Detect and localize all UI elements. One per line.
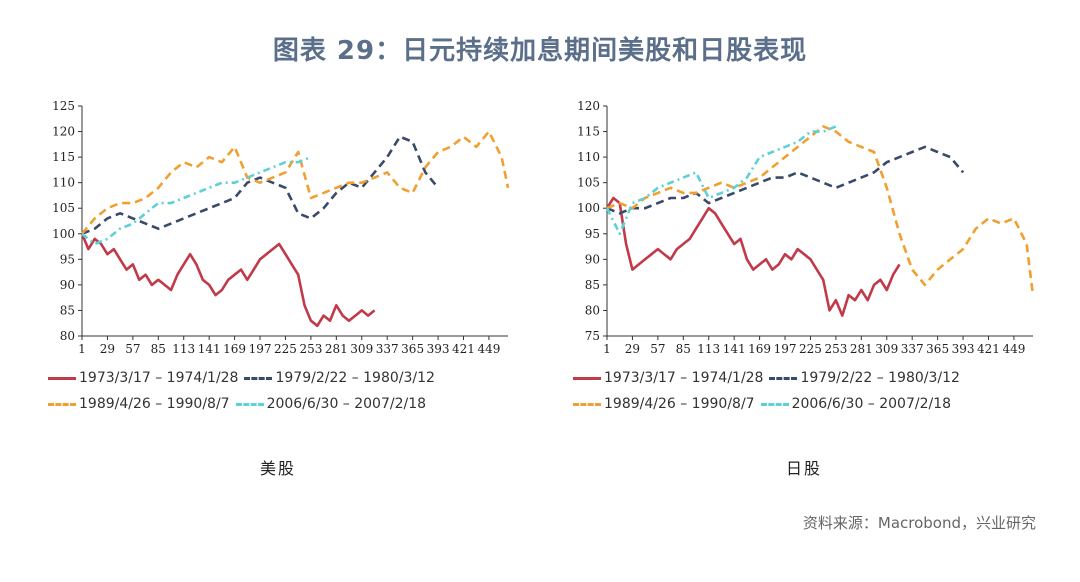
y-tick-label: 110: [577, 150, 600, 164]
jp-stock-chart: 75 80 85 90 95 100 105 110 115 120 1 29 57 85 113 141 16…: [555, 90, 1055, 420]
x-tick-label: 1: [603, 342, 611, 356]
x-tick-label: 197: [774, 342, 797, 356]
legend-label: 1973/3/17 – 1974/1/28: [79, 370, 239, 386]
y-tick-label: 105: [577, 176, 600, 190]
x-tick-label: 393: [952, 342, 975, 356]
y-tick-label: 110: [52, 176, 75, 190]
x-tick-label: 365: [926, 342, 949, 356]
x-tick-label: 281: [325, 342, 348, 356]
legend-row: 1973/3/17 – 1974/1/28 1979/2/22 – 1980/3/…: [48, 368, 441, 388]
x-tick-label: 169: [223, 342, 246, 356]
legend-item: 1979/2/22 – 1980/3/12: [244, 368, 435, 388]
x-tick-label: 281: [850, 342, 873, 356]
legend-swatch: [48, 376, 76, 380]
y-tick-label: 100: [52, 227, 75, 241]
us-stock-chart: 80 85 90 95 100 105 110 115 120 125 1 29 57 85 113 141 1…: [30, 90, 530, 420]
x-tick-label: 449: [1002, 342, 1025, 356]
series-line-2: [80, 130, 510, 235]
y-tick-label: 80: [60, 329, 75, 343]
y-tick-label: 95: [60, 252, 75, 266]
y-tick-label: 80: [585, 303, 600, 317]
y-tick-label: 90: [60, 278, 75, 292]
legend-label: 2006/6/30 – 2007/2/18: [791, 396, 952, 412]
legend-swatch: [244, 376, 273, 380]
x-tick-label: 141: [723, 342, 746, 356]
legend-item: 1989/4/26 – 1990/8/7: [573, 394, 755, 414]
legend-label: 2006/6/30 – 2007/2/18: [266, 396, 427, 412]
x-tick-label: 57: [125, 342, 140, 356]
x-tick-label: 141: [198, 342, 221, 356]
legend-label: 1979/2/22 – 1980/3/12: [275, 370, 435, 386]
y-tick-label: 95: [585, 227, 600, 241]
x-tick-label: 197: [249, 342, 272, 356]
y-tick-label: 115: [52, 150, 75, 164]
y-tick-label: 100: [577, 201, 600, 215]
x-tick-label: 393: [427, 342, 450, 356]
x-tick-label: 113: [172, 342, 195, 356]
y-tick-label: 75: [585, 329, 600, 343]
legend-swatch: [235, 402, 264, 406]
us-stock-caption: 美股: [259, 459, 296, 478]
jp-stock-chart-svg: 75 80 85 90 95 100 105 110 115 120 1 29 57 85 113 141 16…: [577, 99, 1035, 356]
legend-row: 1973/3/17 – 1974/1/28 1979/2/22 – 1980/3/…: [573, 368, 966, 388]
series-line-3: [605, 125, 837, 236]
legend-item: 1979/2/22 – 1980/3/12: [769, 368, 960, 388]
legend-item: 1973/3/17 – 1974/1/28: [573, 368, 763, 388]
legend-item: 2006/6/30 – 2007/2/18: [235, 394, 427, 414]
legend-swatch: [48, 402, 76, 406]
x-tick-label: 225: [274, 342, 297, 356]
legend-swatch: [573, 376, 601, 380]
x-tick-label: 113: [697, 342, 720, 356]
series-line-1: [81, 135, 440, 236]
x-tick-label: 85: [676, 342, 691, 356]
legend-item: 2006/6/30 – 2007/2/18: [760, 394, 952, 414]
x-tick-label: 449: [477, 342, 500, 356]
legend-swatch: [760, 402, 789, 406]
x-tick-label: 1: [78, 342, 86, 356]
x-tick-label: 29: [100, 342, 115, 356]
series-line-3: [81, 155, 312, 246]
source-note: 资料来源：Macrobond，兴业研究: [802, 514, 1036, 532]
x-tick-label: 421: [452, 342, 475, 356]
x-tick-label: 337: [376, 342, 399, 356]
y-tick-label: 105: [52, 201, 75, 215]
x-tick-label: 309: [350, 342, 373, 356]
series-line-0: [605, 196, 901, 317]
y-tick-label: 85: [60, 303, 75, 317]
x-tick-label: 365: [401, 342, 424, 356]
y-tick-label: 115: [577, 125, 600, 139]
legend-swatch: [769, 376, 798, 380]
series-line-0: [80, 233, 376, 328]
y-tick-label: 125: [52, 99, 75, 113]
x-tick-label: 421: [977, 342, 1000, 356]
legend-item: 1973/3/17 – 1974/1/28: [48, 368, 238, 388]
x-tick-label: 225: [799, 342, 822, 356]
x-tick-label: 309: [875, 342, 898, 356]
x-tick-label: 169: [748, 342, 771, 356]
legend-label: 1973/3/17 – 1974/1/28: [604, 370, 764, 386]
x-tick-label: 253: [824, 342, 847, 356]
series-line-2: [606, 125, 1035, 296]
legend-label: 1979/2/22 – 1980/3/12: [800, 370, 960, 386]
y-tick-label: 85: [585, 278, 600, 292]
y-tick-label: 90: [585, 252, 600, 266]
x-tick-label: 337: [901, 342, 924, 356]
y-tick-label: 120: [52, 125, 75, 139]
legend-item: 1989/4/26 – 1990/8/7: [48, 394, 230, 414]
x-tick-label: 85: [151, 342, 166, 356]
x-tick-label: 29: [625, 342, 640, 356]
legend-row: 1989/4/26 – 1990/8/7 2006/6/30 – 2007/2/1…: [48, 394, 432, 414]
legend-label: 1989/4/26 – 1990/8/7: [79, 396, 230, 412]
page-title: 图表 29：日元持续加息期间美股和日股表现: [272, 36, 808, 66]
x-tick-label: 57: [650, 342, 665, 356]
y-tick-label: 120: [577, 99, 600, 113]
legend-label: 1989/4/26 – 1990/8/7: [604, 396, 755, 412]
x-tick-label: 253: [299, 342, 322, 356]
legend-swatch: [573, 402, 601, 406]
jp-stock-caption: 日股: [785, 459, 822, 478]
legend-row: 1989/4/26 – 1990/8/7 2006/6/30 – 2007/2/1…: [573, 394, 957, 414]
